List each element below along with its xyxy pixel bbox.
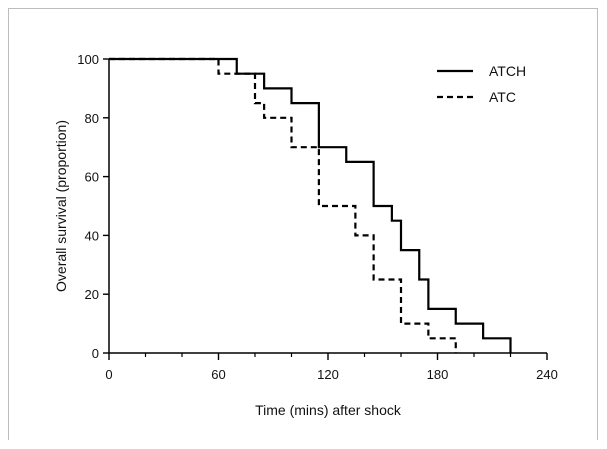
y-tick-label: 100 [77, 52, 99, 67]
x-tick-label: 240 [536, 367, 558, 382]
chart-frame [8, 8, 598, 440]
legend-label-atc: ATC [489, 89, 516, 105]
x-tick-label: 0 [105, 367, 112, 382]
y-axis-label: Overall survival (proportion) [53, 120, 69, 292]
series-line-atc [109, 57, 457, 353]
legend-label-atch: ATCH [489, 63, 526, 79]
x-tick-label: 180 [427, 367, 449, 382]
series-group [109, 57, 512, 353]
y-tick-label: 20 [85, 287, 99, 302]
y-tick-label: 0 [92, 346, 99, 361]
x-tick-label: 60 [211, 367, 225, 382]
legend: ATCH ATC [437, 63, 526, 105]
x-axis-label: Time (mins) after shock [255, 402, 402, 418]
y-tick-label: 40 [85, 228, 99, 243]
series-line-atch [109, 57, 512, 353]
axes: 0 60 120 180 240 0 20 40 60 80 100 [77, 52, 558, 382]
x-tick-label: 120 [317, 367, 339, 382]
y-tick-label: 60 [85, 170, 99, 185]
y-tick-label: 80 [85, 111, 99, 126]
